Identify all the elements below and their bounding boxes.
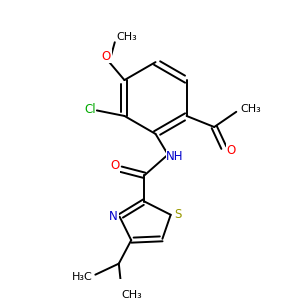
- Text: CH₃: CH₃: [117, 32, 138, 42]
- Text: O: O: [102, 50, 111, 63]
- Text: O: O: [110, 159, 120, 172]
- Text: S: S: [174, 208, 181, 221]
- Text: Cl: Cl: [84, 103, 96, 116]
- Text: CH₃: CH₃: [122, 290, 142, 300]
- Text: O: O: [226, 144, 236, 157]
- Text: CH₃: CH₃: [240, 104, 261, 114]
- Text: N: N: [109, 210, 118, 223]
- Text: NH: NH: [166, 150, 184, 163]
- Text: H₃C: H₃C: [72, 272, 92, 282]
